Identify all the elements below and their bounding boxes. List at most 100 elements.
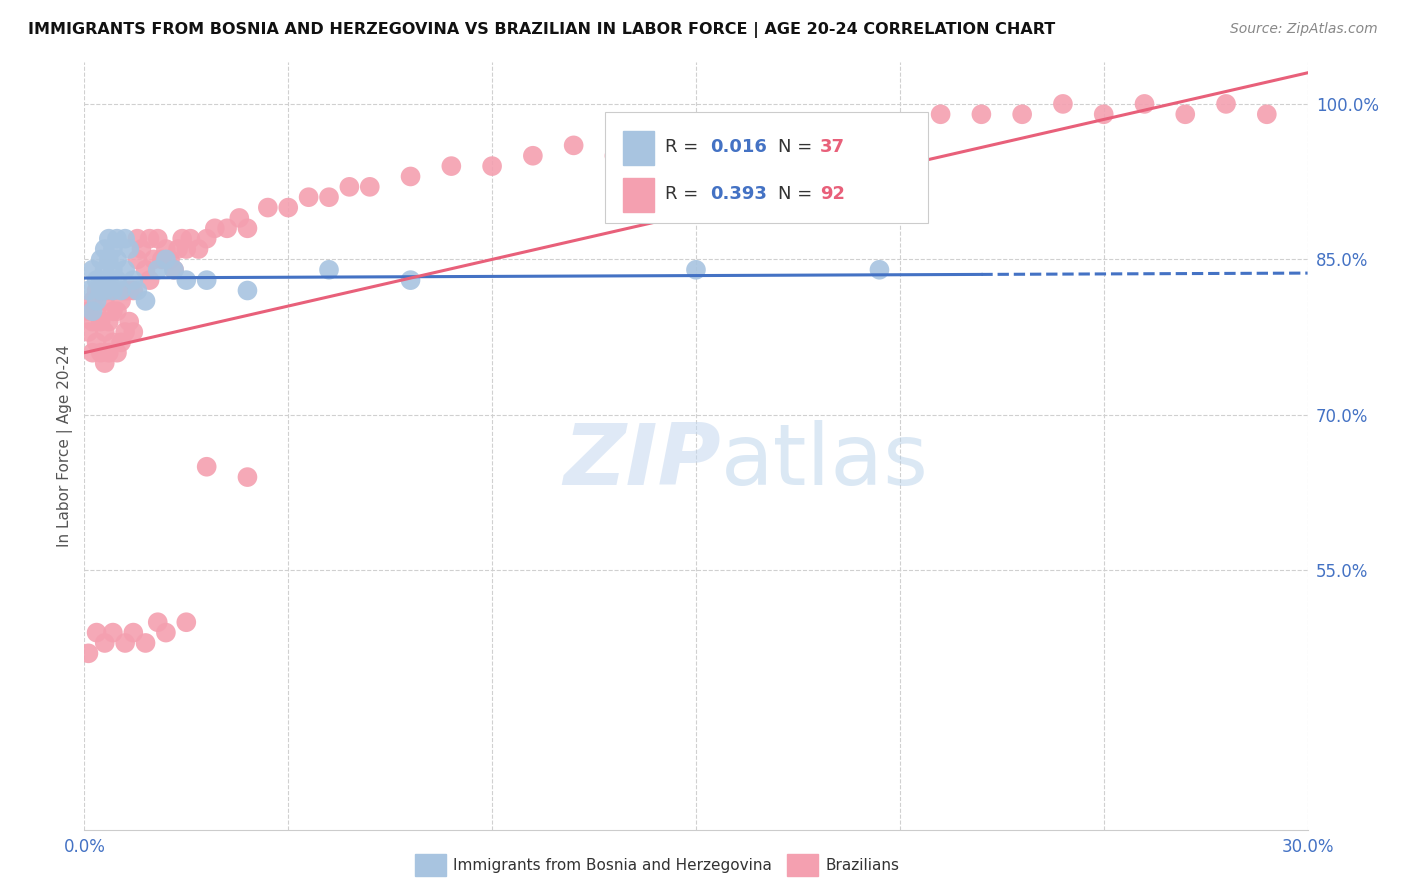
Point — [725, 138, 748, 153]
Point — [1011, 107, 1033, 121]
Text: 0.393: 0.393 — [710, 186, 766, 203]
Point — [146, 232, 169, 246]
Point — [277, 201, 299, 215]
Point — [1174, 107, 1197, 121]
Point — [167, 242, 190, 256]
Point — [195, 459, 218, 474]
Point — [138, 232, 160, 246]
Point — [101, 242, 124, 256]
Point — [174, 273, 197, 287]
Point — [101, 625, 124, 640]
Point — [142, 252, 165, 267]
Point — [82, 293, 104, 308]
Point — [174, 242, 197, 256]
Point — [93, 262, 115, 277]
Point — [93, 284, 115, 298]
Point — [93, 325, 115, 339]
Point — [127, 232, 149, 246]
Point — [257, 201, 280, 215]
Point — [481, 159, 503, 173]
Point — [82, 304, 104, 318]
Point — [179, 232, 201, 246]
Point — [110, 335, 132, 350]
Point — [766, 128, 789, 142]
Point — [77, 284, 100, 298]
Point — [90, 284, 112, 298]
Point — [195, 232, 218, 246]
Text: IMMIGRANTS FROM BOSNIA AND HERZEGOVINA VS BRAZILIAN IN LABOR FORCE | AGE 20-24 C: IMMIGRANTS FROM BOSNIA AND HERZEGOVINA V… — [28, 22, 1056, 38]
Point — [93, 242, 115, 256]
Text: R =: R = — [665, 186, 704, 203]
Point — [399, 169, 422, 184]
Point — [339, 179, 361, 194]
Point — [105, 232, 128, 246]
Point — [77, 325, 100, 339]
Point — [101, 262, 124, 277]
Point — [114, 636, 136, 650]
Point — [93, 293, 115, 308]
Text: 37: 37 — [820, 138, 845, 156]
Point — [86, 293, 108, 308]
Point — [217, 221, 239, 235]
Point — [889, 118, 911, 132]
Point — [86, 273, 108, 287]
Point — [101, 304, 124, 318]
Point — [86, 625, 108, 640]
Point — [82, 262, 104, 277]
Point — [195, 273, 218, 287]
Text: 92: 92 — [820, 186, 845, 203]
Point — [359, 179, 381, 194]
Point — [118, 284, 141, 298]
Point — [97, 315, 120, 329]
Point — [155, 252, 177, 267]
Point — [110, 293, 132, 308]
Point — [562, 138, 585, 153]
Point — [90, 284, 112, 298]
Point — [869, 262, 891, 277]
Point — [138, 273, 160, 287]
Point — [105, 304, 128, 318]
Point — [155, 625, 177, 640]
Point — [440, 159, 463, 173]
Point — [114, 325, 136, 339]
Point — [399, 273, 422, 287]
Point — [86, 335, 108, 350]
Point — [236, 284, 259, 298]
Point — [105, 345, 128, 359]
Point — [90, 273, 112, 287]
Point — [318, 190, 340, 204]
Point — [685, 149, 707, 163]
Text: ZIP: ZIP — [562, 420, 720, 503]
Point — [204, 221, 226, 235]
Point — [101, 335, 124, 350]
Point — [97, 284, 120, 298]
Point — [159, 252, 181, 267]
Point — [318, 262, 340, 277]
Text: Source: ZipAtlas.com: Source: ZipAtlas.com — [1230, 22, 1378, 37]
Point — [122, 625, 145, 640]
Point — [848, 118, 870, 132]
Point — [236, 470, 259, 484]
Point — [163, 262, 186, 277]
Text: N =: N = — [778, 186, 817, 203]
Point — [86, 284, 108, 298]
Point — [90, 252, 112, 267]
Point — [644, 138, 666, 153]
Point — [90, 345, 112, 359]
Point — [77, 304, 100, 318]
Point — [135, 293, 157, 308]
Text: 0.016: 0.016 — [710, 138, 766, 156]
Point — [135, 262, 157, 277]
Point — [110, 284, 132, 298]
Point — [118, 315, 141, 329]
Point — [929, 107, 952, 121]
Point — [82, 315, 104, 329]
Point — [970, 107, 993, 121]
Point — [127, 252, 149, 267]
Point — [114, 232, 136, 246]
Point — [93, 636, 115, 650]
Point — [174, 615, 197, 630]
Point — [1133, 96, 1156, 111]
Point — [77, 646, 100, 660]
Point — [127, 284, 149, 298]
